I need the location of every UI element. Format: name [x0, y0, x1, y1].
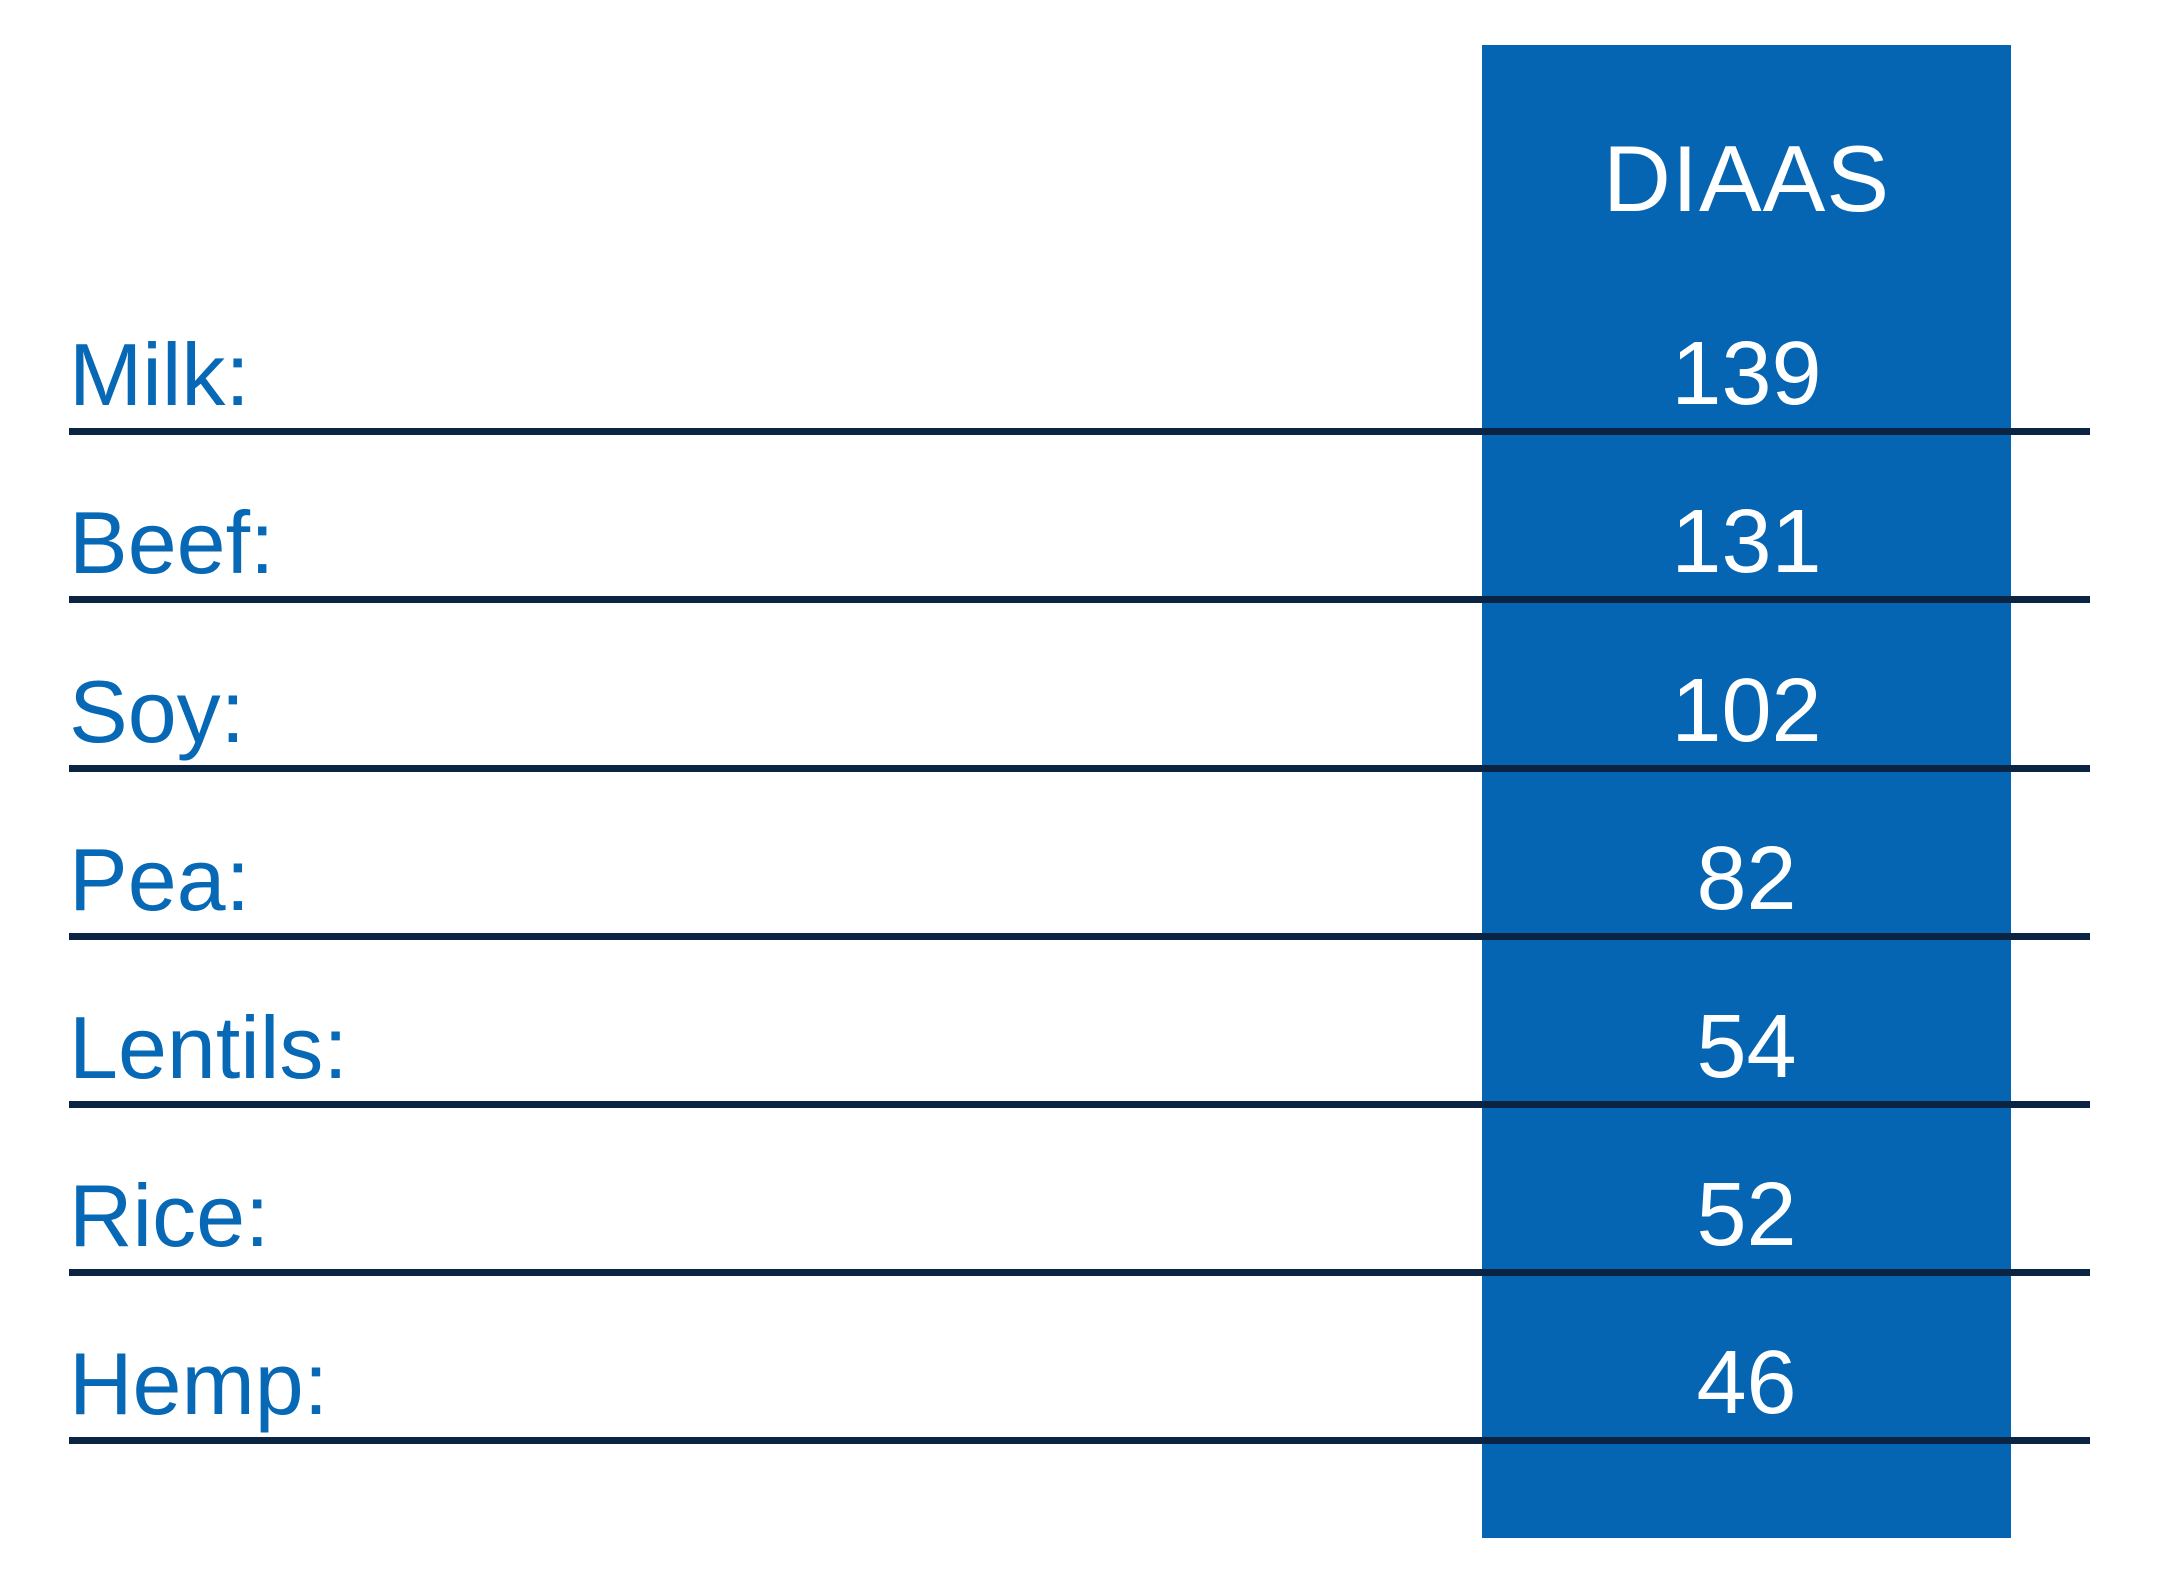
table-row: Hemp: 46 [0, 1276, 2160, 1445]
table-row: Beef: 131 [0, 435, 2160, 604]
table-row: Pea: 82 [0, 772, 2160, 940]
row-separator-line [69, 428, 2090, 436]
row-value: 102 [1671, 660, 1822, 761]
row-separator-line [69, 1269, 2090, 1277]
table-row: Soy: 102 [0, 603, 2160, 772]
row-separator-line [69, 596, 2090, 604]
row-label: Soy: [69, 661, 246, 761]
table-row: Lentils: 54 [0, 940, 2160, 1108]
row-label: Lentils: [69, 997, 348, 1097]
diaas-column-background [1482, 45, 2011, 1538]
row-separator-line [69, 1437, 2090, 1445]
row-value: 46 [1696, 1333, 1797, 1434]
row-separator-line [69, 932, 2090, 940]
table-row: Rice: 52 [0, 1108, 2160, 1277]
row-value: 82 [1696, 828, 1797, 929]
row-separator-line [69, 1100, 2090, 1108]
row-separator-line [69, 764, 2090, 772]
row-value: 52 [1696, 1165, 1797, 1266]
row-value: 139 [1671, 324, 1822, 425]
row-label: Pea: [69, 829, 251, 929]
row-value: 131 [1671, 492, 1822, 593]
diaas-column-header: DIAAS [1602, 126, 1891, 231]
row-label: Hemp: [69, 1334, 329, 1434]
row-label: Beef: [69, 493, 275, 593]
row-value: 54 [1696, 996, 1797, 1097]
table-row: Milk: 139 [0, 267, 2160, 436]
table-rows: Milk: 139 Beef: 131 Soy: 102 Pea: 82 Lentils: 54 R… [0, 267, 2160, 1445]
row-label: Milk: [69, 325, 250, 425]
row-label: Rice: [69, 1166, 270, 1266]
